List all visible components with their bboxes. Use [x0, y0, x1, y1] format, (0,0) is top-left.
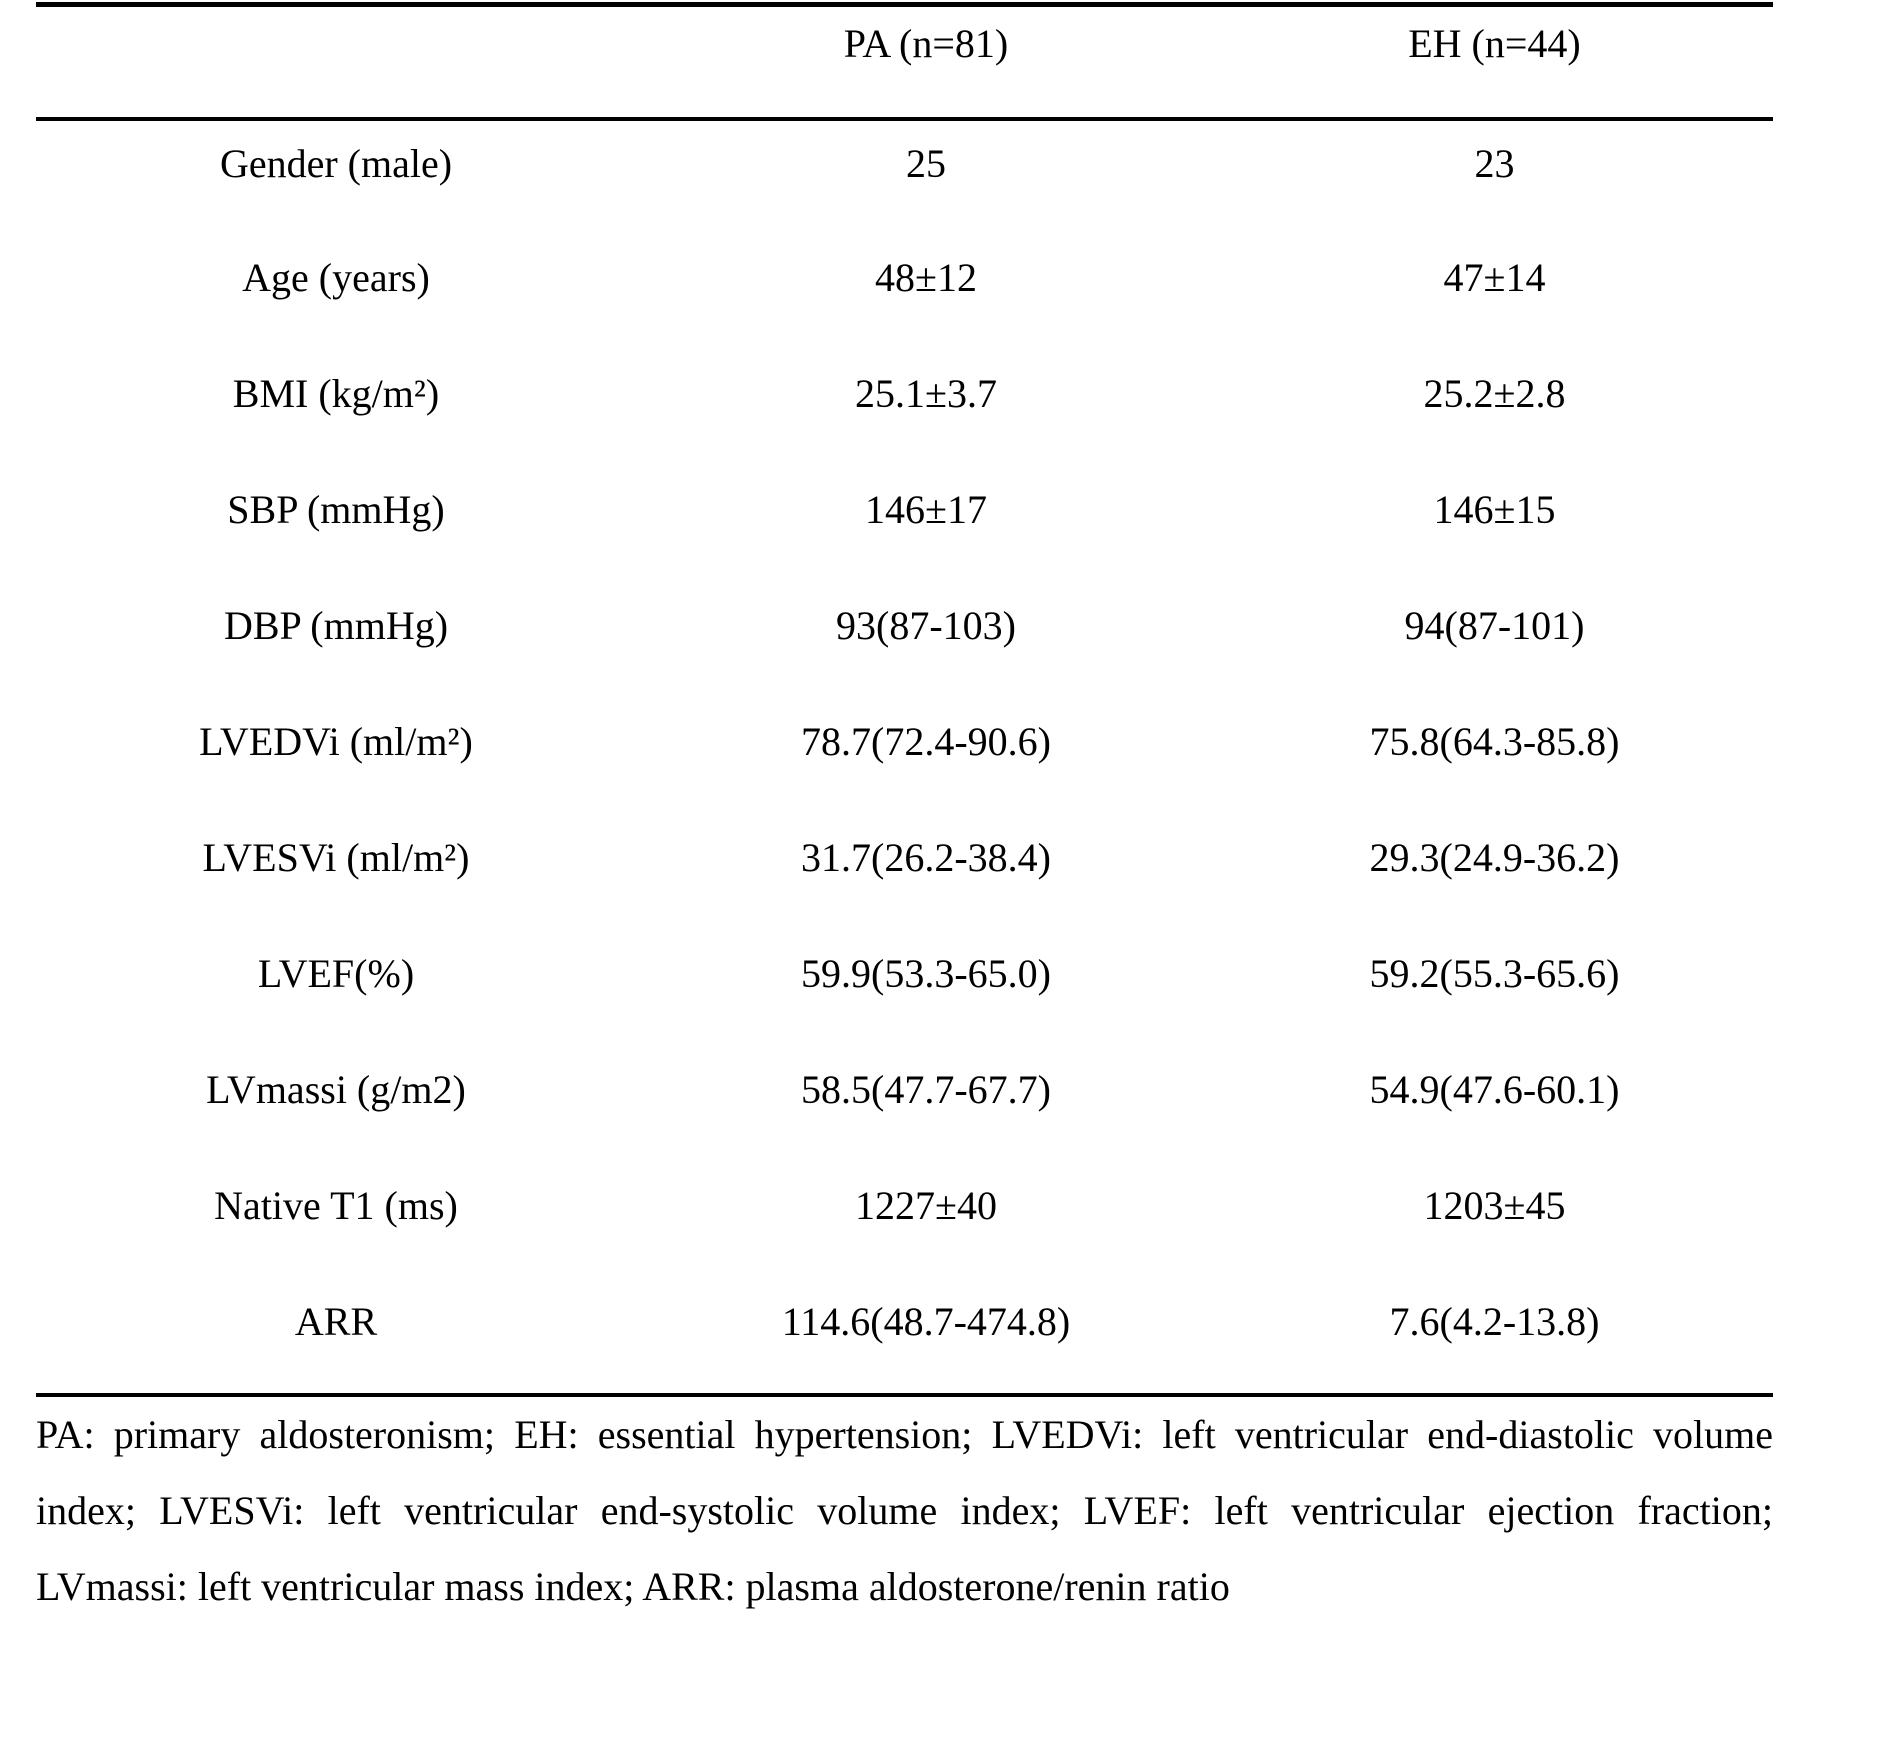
column-header-eh: EH (n=44) — [1408, 21, 1581, 66]
table-row: ARR 114.6(48.7-474.8) 7.6(4.2-13.8) — [36, 1279, 1773, 1395]
cell-eh-value: 54.9(47.6-60.1) — [1369, 1066, 1620, 1112]
cell-eh-value: 146±15 — [1433, 486, 1556, 532]
row-label: LVEF(%) — [257, 950, 415, 996]
table-footnote: PA: primary aldosteronism; EH: essential… — [36, 1411, 1773, 1609]
cell-eh-value: 75.8(64.3-85.8) — [1369, 718, 1620, 764]
cell-pa-value: 78.7(72.4-90.6) — [801, 718, 1051, 764]
table-row: LVEDVi (ml/m²) 78.7(72.4-90.6) 75.8(64.3… — [36, 699, 1773, 815]
cell-pa-value: 25 — [906, 140, 946, 186]
table-row: LVmassi (g/m2) 58.5(47.7-67.7) 54.9(47.6… — [36, 1047, 1773, 1163]
cell-eh-value: 59.2(55.3-65.6) — [1369, 950, 1620, 996]
cell-pa-value: 59.9(53.3-65.0) — [801, 950, 1051, 996]
column-header-pa: PA (n=81) — [843, 21, 1009, 66]
row-label: LVmassi (g/m2) — [206, 1066, 466, 1112]
row-label: SBP (mmHg) — [227, 486, 445, 532]
cell-pa-value: 93(87-103) — [836, 602, 1016, 648]
table-row: LVEF(%) 59.9(53.3-65.0) 59.2(55.3-65.6) — [36, 931, 1773, 1047]
cell-pa-value: 1227±40 — [855, 1182, 997, 1228]
row-label: Gender (male) — [219, 140, 453, 186]
cell-pa-value: 48±12 — [875, 254, 977, 300]
cell-eh-value: 23 — [1474, 140, 1515, 186]
row-label: LVEDVi (ml/m²) — [199, 718, 473, 764]
cell-pa-value: 58.5(47.7-67.7) — [801, 1066, 1051, 1112]
cell-eh-value: 29.3(24.9-36.2) — [1369, 834, 1620, 880]
header-empty-cell — [36, 5, 636, 119]
cell-eh-value: 47±14 — [1443, 254, 1546, 300]
header-row: PA (n=81) EH (n=44) — [36, 5, 1773, 119]
cell-pa-value: 25.1±3.7 — [855, 370, 997, 416]
table-row: Native T1 (ms) 1227±40 1203±45 — [36, 1163, 1773, 1279]
table-row: Gender (male) 25 23 — [36, 119, 1773, 235]
manuscript-page: PA (n=81) EH (n=44) Gender (male) 25 23 … — [36, 2, 1773, 1625]
cell-pa-value: 31.7(26.2-38.4) — [801, 834, 1051, 880]
row-label: Age (years) — [242, 254, 430, 300]
table-row: Age (years) 48±12 47±14 — [36, 235, 1773, 351]
cell-eh-value: 25.2±2.8 — [1423, 370, 1566, 416]
table-row: DBP (mmHg) 93(87-103) 94(87-101) — [36, 583, 1773, 699]
row-label: ARR — [294, 1298, 378, 1344]
cell-eh-value: 94(87-101) — [1404, 602, 1585, 648]
row-label: DBP (mmHg) — [223, 602, 449, 648]
table-row: LVESVi (ml/m²) 31.7(26.2-38.4) 29.3(24.9… — [36, 815, 1773, 931]
cell-pa-value: 114.6(48.7-474.8) — [781, 1298, 1071, 1344]
row-label: BMI (kg/m²) — [232, 370, 440, 416]
cell-eh-value: 1203±45 — [1423, 1182, 1566, 1228]
cell-eh-value: 7.6(4.2-13.8) — [1389, 1298, 1600, 1344]
row-label: Native T1 (ms) — [214, 1182, 458, 1228]
table-row: SBP (mmHg) 146±17 146±15 — [36, 467, 1773, 583]
table-row: BMI (kg/m²) 25.1±3.7 25.2±2.8 — [36, 351, 1773, 467]
cell-pa-value: 146±17 — [865, 486, 987, 532]
row-label: LVESVi (ml/m²) — [202, 834, 470, 880]
baseline-characteristics-table: PA (n=81) EH (n=44) Gender (male) 25 23 … — [36, 2, 1773, 1397]
